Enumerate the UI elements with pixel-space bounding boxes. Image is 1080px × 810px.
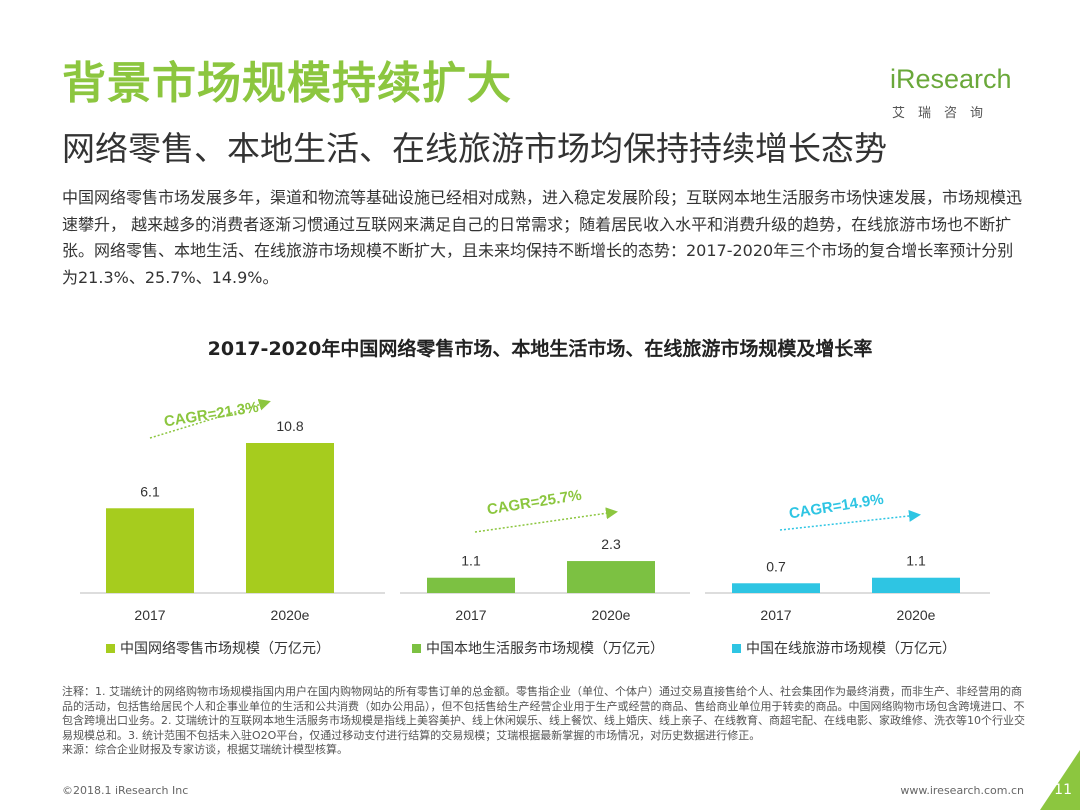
bar xyxy=(567,561,655,593)
legend-label: 中国网络零售市场规模（万亿元） xyxy=(120,640,330,657)
tick-label: 2017 xyxy=(760,607,791,623)
cagr-arrow xyxy=(474,507,618,533)
cagr-arrow xyxy=(149,398,271,439)
notes-text: 注释：1. 艾瑞统计的网络购物市场规模指国内用户在国内购物网站的所有零售订单的总… xyxy=(62,685,1025,742)
iresearch-logo: iResearch 艾瑞咨询 xyxy=(890,62,1030,122)
cagr-arrow xyxy=(779,510,921,531)
description-paragraph: 中国网络零售市场发展多年，渠道和物流等基础设施已经相对成熟，进入稳定发展阶段；互… xyxy=(62,188,1023,287)
website-url[interactable]: www.iresearch.com.cn xyxy=(900,784,1024,797)
value-label: 1.1 xyxy=(461,553,481,569)
legend-label: 中国本地生活服务市场规模（万亿元） xyxy=(426,640,664,657)
tick-label: 2020e xyxy=(271,607,310,623)
logo-subtext: 艾瑞咨询 xyxy=(892,106,997,121)
tick-label: 2017 xyxy=(134,607,165,623)
notes-block: 注释：1. 艾瑞统计的网络购物市场规模指国内用户在国内购物网站的所有零售订单的总… xyxy=(62,685,1030,758)
cagr-label: CAGR=14.9% xyxy=(788,491,885,523)
bar xyxy=(427,577,515,593)
value-label: 0.7 xyxy=(766,558,786,574)
tick-label: 2017 xyxy=(455,607,486,623)
legend-swatch xyxy=(732,644,741,653)
chart-title: 2017-2020年中国网络零售市场、本地生活市场、在线旅游市场规模及增长率 xyxy=(207,338,873,360)
tick-label: 2020e xyxy=(897,607,936,623)
value-label: 10.8 xyxy=(276,418,303,434)
bar xyxy=(732,583,820,593)
value-label: 6.1 xyxy=(140,483,160,499)
legend-swatch xyxy=(106,644,115,653)
cagr-label: CAGR=21.3% xyxy=(163,399,260,431)
legend-swatch xyxy=(412,644,421,653)
bar xyxy=(246,443,334,593)
page-number: 11 xyxy=(1054,782,1072,798)
value-label: 2.3 xyxy=(601,536,621,552)
corner-decoration xyxy=(1040,750,1080,810)
bar xyxy=(872,577,960,593)
legend-label: 中国在线旅游市场规模（万亿元） xyxy=(746,640,956,657)
value-label: 1.1 xyxy=(906,553,926,569)
source-text: 来源：综合企业财报及专家访谈，根据艾瑞统计模型核算。 xyxy=(62,743,348,757)
page-title: 背景市场规模持续扩大 xyxy=(62,58,512,109)
logo-text: iResearch xyxy=(890,64,1012,94)
tick-label: 2020e xyxy=(592,607,631,623)
copyright: ©2018.1 iResearch Inc xyxy=(62,784,189,797)
cagr-label: CAGR=25.7% xyxy=(486,487,583,519)
bar xyxy=(106,508,194,593)
bar-chart: 6.1 2017 10.8 2020e CAGR=21.3% 中国网络零售市场规模（万亿元… xyxy=(80,398,990,657)
page-subtitle: 网络零售、本地生活、在线旅游市场均保持持续增长态势 xyxy=(62,129,887,168)
